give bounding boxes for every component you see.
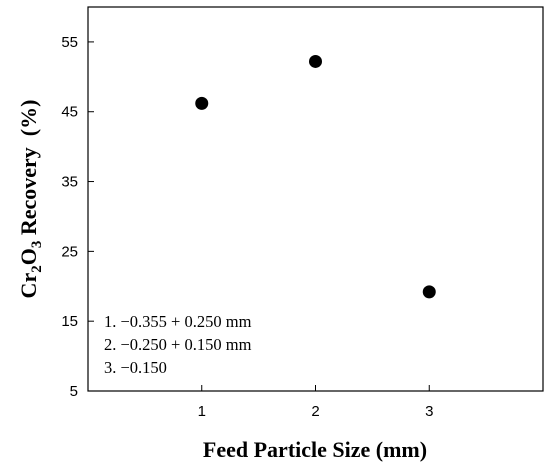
y-tick-label: 35 (61, 174, 78, 191)
y-axis-title-sub1: 2 (29, 265, 45, 273)
x-tick-label: 2 (311, 403, 319, 420)
y-axis-title-suffix: Recovery (%) (16, 100, 41, 241)
y-tick-label: 55 (61, 34, 78, 51)
annotation-2: 2. −0.250 + 0.150 mm (104, 335, 252, 354)
y-axis-title-sub2: 3 (29, 241, 45, 249)
data-point (422, 285, 436, 299)
y-tick-label: 15 (61, 313, 78, 330)
y-axis-title: Cr2O3 Recovery (%) (16, 100, 45, 299)
data-point (309, 54, 322, 68)
annotation-3: 3. −0.150 (104, 358, 167, 377)
x-axis-ticks: 1 2 3 (198, 385, 433, 420)
y-axis-ticks: 5 15 25 35 45 55 (61, 34, 94, 400)
y-tick-label: 25 (61, 243, 78, 260)
x-tick-label: 1 (198, 403, 206, 420)
x-axis-title: Feed Particle Size (mm) (203, 437, 427, 462)
x-tick-label: 3 (425, 403, 433, 420)
data-point (195, 96, 209, 110)
y-tick-label: 5 (70, 383, 78, 400)
y-axis-title-middle: O (16, 248, 41, 265)
y-axis-title-prefix: Cr (16, 273, 41, 299)
legend: 1. −0.355 + 0.250 mm 2. −0.250 + 0.150 m… (104, 312, 252, 377)
y-tick-label: 45 (61, 104, 78, 121)
annotation-1: 1. −0.355 + 0.250 mm (104, 312, 252, 331)
data-points (195, 54, 436, 299)
